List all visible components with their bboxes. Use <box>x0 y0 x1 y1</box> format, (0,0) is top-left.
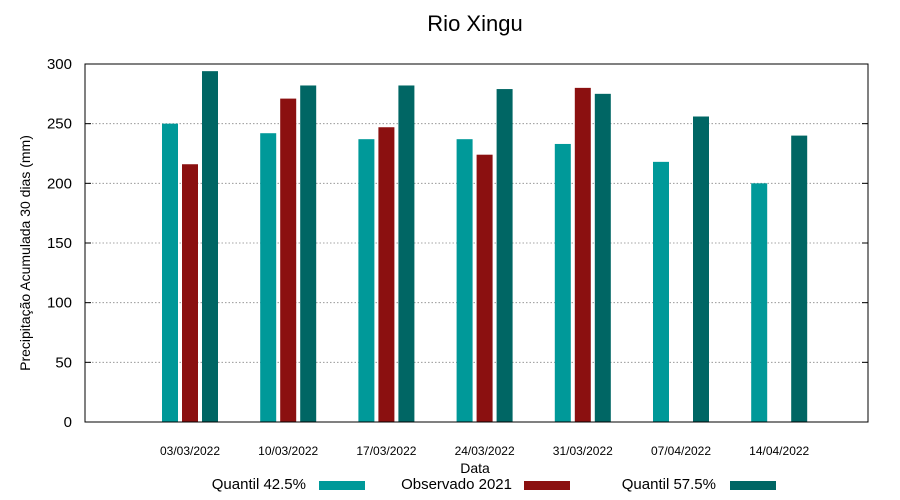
bar <box>693 116 709 423</box>
bar <box>574 87 591 422</box>
bar <box>791 135 808 422</box>
bar <box>476 154 493 422</box>
x-axis-ticks: 03/03/2022 10/03/2022 17/03/2022 24/03/2022… <box>160 444 810 458</box>
y-axis-label: Precipitação Acumulada 30 dias (mm) <box>17 135 33 371</box>
y-tick-label: 150 <box>47 235 72 252</box>
bar <box>653 161 669 422</box>
bars <box>162 71 808 423</box>
x-tick-label: 03/03/2022 <box>160 444 220 458</box>
x-tick-label: 31/03/2022 <box>553 444 613 458</box>
x-tick-label: 14/04/2022 <box>749 444 809 458</box>
y-tick-label: 50 <box>55 354 72 371</box>
x-tick-label: 17/03/2022 <box>356 444 416 458</box>
x-tick-label: 24/03/2022 <box>455 444 515 458</box>
y-tick-label: 300 <box>47 56 72 73</box>
bar <box>162 123 178 423</box>
bar <box>751 183 768 422</box>
bar <box>260 133 277 423</box>
legend: Quantil 42.5% Observado 2021 Quantil 57.5% <box>212 476 776 493</box>
legend-label: Observado 2021 <box>401 476 512 493</box>
bar <box>378 127 395 422</box>
x-tick-label: 07/04/2022 <box>651 444 711 458</box>
bar <box>594 93 611 422</box>
y-tick-label: 100 <box>47 295 72 312</box>
legend-label: Quantil 42.5% <box>212 476 306 493</box>
chart-title: Rio Xingu <box>427 11 522 36</box>
bar <box>300 85 317 422</box>
legend-swatch <box>524 481 570 490</box>
bar <box>202 71 218 422</box>
legend-label: Quantil 57.5% <box>622 476 716 493</box>
bar <box>280 98 297 423</box>
y-tick-label: 250 <box>47 116 72 133</box>
bar <box>358 139 375 422</box>
bar <box>182 164 198 423</box>
bar <box>496 89 513 422</box>
x-axis-label: Data <box>460 460 490 476</box>
bar <box>398 85 415 422</box>
x-tick-label: 10/03/2022 <box>258 444 318 458</box>
y-axis-ticks: 0 50 100 150 200 250 300 <box>47 56 868 431</box>
bar <box>554 143 571 422</box>
legend-swatch <box>730 481 776 490</box>
y-tick-label: 0 <box>64 414 72 431</box>
y-tick-label: 200 <box>47 175 72 192</box>
bar <box>456 139 473 422</box>
legend-swatch <box>319 481 365 490</box>
